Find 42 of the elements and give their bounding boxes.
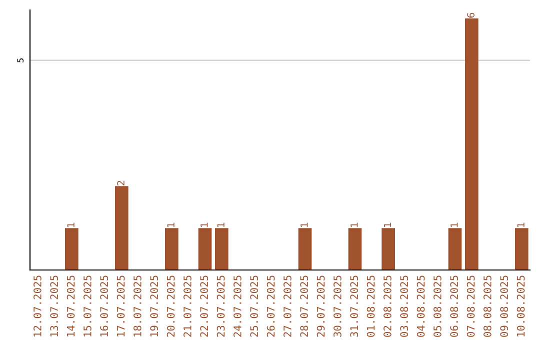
x-tick-label: 10.08.2025 xyxy=(516,276,525,336)
x-tick-label: 08.08.2025 xyxy=(484,276,492,337)
data-label: 1 xyxy=(450,222,458,227)
x-tick-label: 20.07.2025 xyxy=(166,276,175,337)
data-label: 1 xyxy=(67,222,74,227)
x-tick-label: 30.07.2025 xyxy=(334,276,342,337)
x-tick-label: 14.07.2025 xyxy=(66,276,75,336)
x-tick-label: 12.07.2025 xyxy=(34,276,42,336)
x-tick-label: 13.07.2025 xyxy=(50,276,58,336)
x-tick-label: 01.08.2025 xyxy=(366,276,375,337)
data-label: 1 xyxy=(200,222,208,227)
data-label: 1 xyxy=(217,222,224,227)
data-label: 1 xyxy=(384,222,392,227)
x-tick-label: 31.07.2025 xyxy=(350,276,358,337)
data-label: 1 xyxy=(167,222,174,227)
x-tick-label: 22.07.2025 xyxy=(200,276,208,337)
data-label: 1 xyxy=(517,222,524,227)
data-label: 6 xyxy=(467,12,474,18)
x-tick-label: 03.08.2025 xyxy=(400,276,408,337)
data-label: 1 xyxy=(300,222,308,227)
x-tick-label: 26.07.2025 xyxy=(266,276,275,337)
x-tick-label: 21.07.2025 xyxy=(184,276,192,337)
y-tick-label: 5 xyxy=(17,58,24,62)
x-tick-label: 04.08.2025 xyxy=(416,276,425,337)
x-tick-label: 05.08.2025 xyxy=(434,276,442,337)
x-tick-label: 23.07.2025 xyxy=(216,276,225,337)
x-tick-label: 25.07.2025 xyxy=(250,276,258,337)
x-tick-label: 19.07.2025 xyxy=(150,276,158,336)
x-tick-label: 24.07.2025 xyxy=(234,276,242,337)
x-tick-label: 02.08.2025 xyxy=(384,276,392,337)
x-tick-label: 09.08.2025 xyxy=(500,276,508,337)
x-tick-label: 18.07.2025 xyxy=(134,276,142,336)
x-tick-label: 16.07.2025 xyxy=(100,276,108,336)
x-tick-label: 17.07.2025 xyxy=(116,276,125,336)
x-tick-label: 27.07.2025 xyxy=(284,276,292,337)
x-tick-label: 29.07.2025 xyxy=(316,276,325,337)
data-label: 1 xyxy=(350,222,358,227)
x-tick-label: 28.07.2025 xyxy=(300,276,308,337)
data-label: 2 xyxy=(117,180,124,186)
x-tick-label: 07.08.2025 xyxy=(466,276,475,337)
x-tick-label: 15.07.2025 xyxy=(84,276,92,336)
x-tick-label: 06.08.2025 xyxy=(450,276,458,337)
